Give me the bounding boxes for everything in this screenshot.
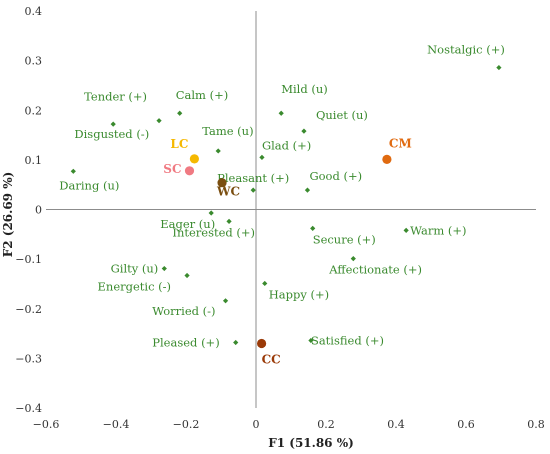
sample-point <box>189 154 199 164</box>
emotion-point <box>208 210 214 216</box>
emotion-point <box>177 110 183 116</box>
emotion-label: Tame (u) <box>202 124 253 138</box>
emotion-label: Pleasant (+) <box>217 171 289 185</box>
x-tick-label: 0.8 <box>527 418 545 431</box>
sample-label: CM <box>389 136 412 150</box>
emotion-point <box>301 128 307 134</box>
emotion-label: Satisfied (+) <box>311 334 384 348</box>
emotion-label: Affectionate (+) <box>328 263 422 277</box>
tick-labels: −0.6 −0.4 −0.2 0 0.2 0.4 0.6 0.8 0.4 0.3 0.2 0.1 0 −0… <box>15 5 544 431</box>
x-axis-title: F1 (51.86 %) <box>268 436 354 450</box>
y-tick-label: −0.3 <box>15 352 42 365</box>
emotion-label: Disgusted (-) <box>74 127 149 141</box>
emotion-label: Gilty (u) <box>111 262 159 276</box>
y-tick-label: 0.1 <box>25 154 43 167</box>
emotion-point <box>308 337 314 344</box>
emotion-point <box>403 227 409 233</box>
y-tick-label: 0.2 <box>25 104 43 117</box>
y-tick-label: 0 <box>35 204 42 217</box>
x-tick-label: −0.2 <box>173 418 200 431</box>
sample-point <box>257 338 267 349</box>
emotion-point <box>259 154 265 160</box>
emotion-point <box>161 265 167 272</box>
emotion-label: Daring (u) <box>59 178 119 192</box>
emotion-label: Warm (+) <box>410 223 466 237</box>
sample-point <box>217 178 227 188</box>
emotion-point <box>496 64 502 71</box>
emotion-point <box>233 339 239 346</box>
emotion-point <box>350 256 356 262</box>
x-tick-label: 0 <box>253 418 260 431</box>
sample-point <box>382 154 392 164</box>
emotion-label: Quiet (u) <box>316 108 368 122</box>
y-tick-label: −0.1 <box>15 253 42 266</box>
emotion-point <box>215 148 221 154</box>
emotion-point <box>184 272 190 279</box>
x-tick-label: 0.4 <box>387 418 405 431</box>
y-tick-label: 0.4 <box>25 5 43 18</box>
emotion-label: Good (+) <box>309 169 362 183</box>
sample-label: SC <box>163 162 181 176</box>
y-axis-title: F2 (26.69 %) <box>1 172 15 258</box>
emotion-label: Secure (+) <box>313 232 376 246</box>
y-tick-label: −0.2 <box>15 303 42 316</box>
sample-label: CC <box>262 352 281 366</box>
emotion-label: Pleased (+) <box>152 335 219 349</box>
zero-axes <box>46 11 536 408</box>
emotion-label: Nostalgic (+) <box>427 43 505 57</box>
emotion-point <box>310 225 316 231</box>
emotion-label: Eager (u) <box>160 217 215 231</box>
y-tick-label: −0.4 <box>15 402 42 415</box>
emotion-point <box>262 280 268 287</box>
emotion-point <box>70 168 76 174</box>
emotion-point <box>226 218 232 225</box>
y-tick-label: 0.3 <box>25 55 43 68</box>
emotion-label: Energetic (-) <box>98 280 172 294</box>
emotion-point <box>304 187 311 193</box>
x-tick-label: −0.6 <box>33 418 60 431</box>
emotion-point <box>222 298 229 304</box>
emotion-label: Mild (u) <box>281 82 328 96</box>
emotion-label: Happy (+) <box>269 287 329 301</box>
emotion-label: Tender (+) <box>84 90 147 104</box>
sample-label: WC <box>216 185 240 199</box>
x-tick-label: 0.2 <box>317 418 335 431</box>
emotion-label: Calm (+) <box>176 88 229 102</box>
emotion-label: Glad (+) <box>262 138 311 152</box>
data-marks: Nostalgic (+) Mild (u) Quiet (u) Tender (+)… <box>59 43 505 367</box>
emotion-label: Worried (-) <box>152 304 215 318</box>
x-tick-label: 0.6 <box>457 418 475 431</box>
sample-point <box>184 166 195 176</box>
sample-label: LC <box>170 137 188 151</box>
emotion-point <box>110 121 116 127</box>
x-tick-label: −0.4 <box>103 418 130 431</box>
emotion-point <box>278 110 284 116</box>
emotion-point <box>156 118 162 124</box>
emotion-label: Interested (+) <box>172 225 255 239</box>
emotion-point <box>250 187 256 193</box>
